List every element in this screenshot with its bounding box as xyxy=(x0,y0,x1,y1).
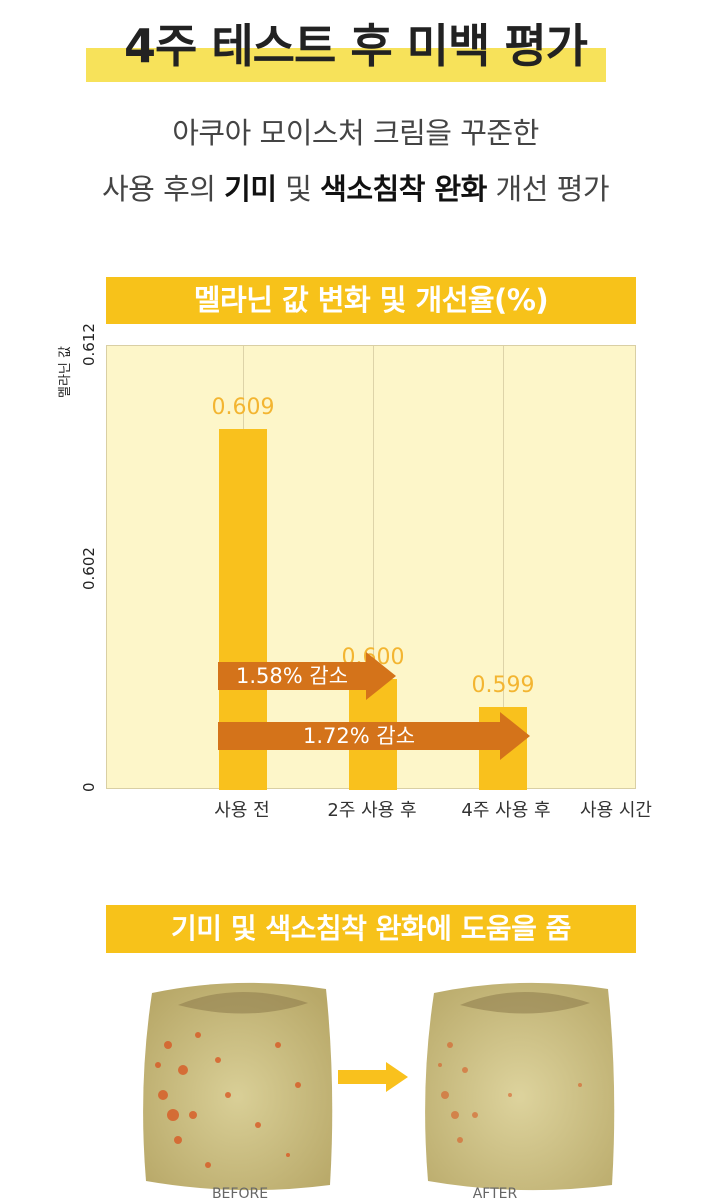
decrease-arrow-2w: 1.58% 감소 xyxy=(218,652,396,700)
x-tick-label: 2주 사용 후 xyxy=(327,800,417,821)
y-axis-label: 멜라닌 값 xyxy=(58,346,73,398)
subtitle-line-2: 사용 후의 기미 및 색소침착 완화 개선 평가 xyxy=(0,166,711,208)
title-highlight xyxy=(86,48,606,82)
title-block: 4주 테스트 후 미백 평가 xyxy=(0,8,711,82)
before-skin-image xyxy=(143,982,333,1191)
after-label: AFTER xyxy=(472,1186,518,1202)
subtitle-text: 사용 후의 xyxy=(101,172,225,206)
arrow-shape xyxy=(218,712,530,760)
decrease-label: 1.72% 감소 xyxy=(302,724,416,748)
subtitle-bold-spots: 기미 xyxy=(224,172,277,206)
before-label: BEFORE xyxy=(211,1186,269,1202)
after-skin-image xyxy=(425,982,615,1191)
bar-value-label: 0.609 xyxy=(211,395,275,421)
subtitle-text: 개선 평가 xyxy=(486,172,610,206)
bar-value-label: 0.599 xyxy=(471,672,535,698)
decrease-arrow-4w: 1.72% 감소 xyxy=(218,712,530,760)
x-axis-label: 사용 시간 xyxy=(580,800,652,821)
subtitle-text: 및 xyxy=(276,172,321,206)
arrow-right-icon xyxy=(338,1062,408,1092)
grid-line xyxy=(373,346,374,788)
x-tick-label: 4주 사용 후 xyxy=(461,800,551,821)
subtitle-line-1: 아쿠아 모이스처 크림을 꾸준한 xyxy=(172,116,539,150)
decrease-label: 1.58% 감소 xyxy=(235,664,349,688)
section2-banner: 기미 및 색소침착 완화에 도움을 줌 xyxy=(106,905,636,953)
x-tick-label: 사용 전 xyxy=(214,800,270,821)
page-title: 4주 테스트 후 미백 평가 xyxy=(124,19,588,73)
grid-line xyxy=(503,346,504,788)
y-tick-top: 0.612 xyxy=(80,323,98,366)
arrow-shape xyxy=(218,652,396,700)
subtitle-bold-pigment: 색소침착 완화 xyxy=(320,172,487,206)
chart-title: 멜라닌 값 변화 및 개선율(%) xyxy=(106,277,636,324)
y-tick-zero: 0 xyxy=(80,782,98,792)
y-tick-mid: 0.602 xyxy=(80,547,98,590)
